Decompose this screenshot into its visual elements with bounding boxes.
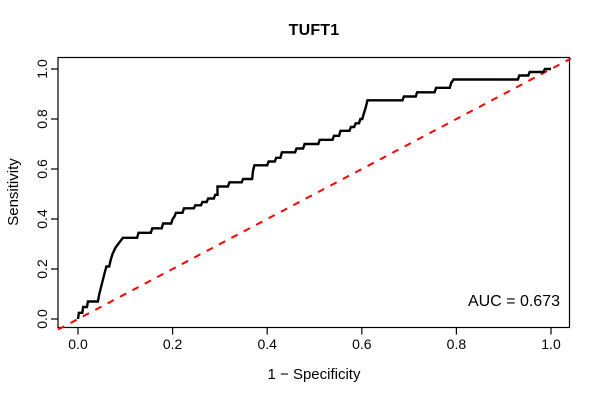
x-axis-label: 1 − Specificity xyxy=(267,366,361,383)
y-tick-label: 0.4 xyxy=(34,209,50,229)
chance-diagonal-line xyxy=(57,57,572,331)
roc-curve-line xyxy=(76,67,551,320)
auc-annotation: AUC = 0.673 xyxy=(467,293,560,310)
x-tick-label: 0.0 xyxy=(68,336,88,352)
chart-title: TUFT1 xyxy=(288,22,340,39)
y-tick-label: 1.0 xyxy=(34,59,50,79)
y-tick-label: 0.8 xyxy=(34,109,50,129)
y-axis-label: Sensitivity xyxy=(5,158,22,226)
x-tick-label: 0.8 xyxy=(447,336,467,352)
x-tick-label: 0.6 xyxy=(352,336,372,352)
y-tick-label: 0.6 xyxy=(34,159,50,179)
plot-box xyxy=(57,56,571,329)
x-tick-label: 0.4 xyxy=(257,336,277,352)
y-tick-label: 0.0 xyxy=(34,309,50,329)
x-tick-label: 0.2 xyxy=(163,336,183,352)
y-tick-label: 0.2 xyxy=(34,259,50,279)
x-tick-label: 1.0 xyxy=(541,336,561,352)
